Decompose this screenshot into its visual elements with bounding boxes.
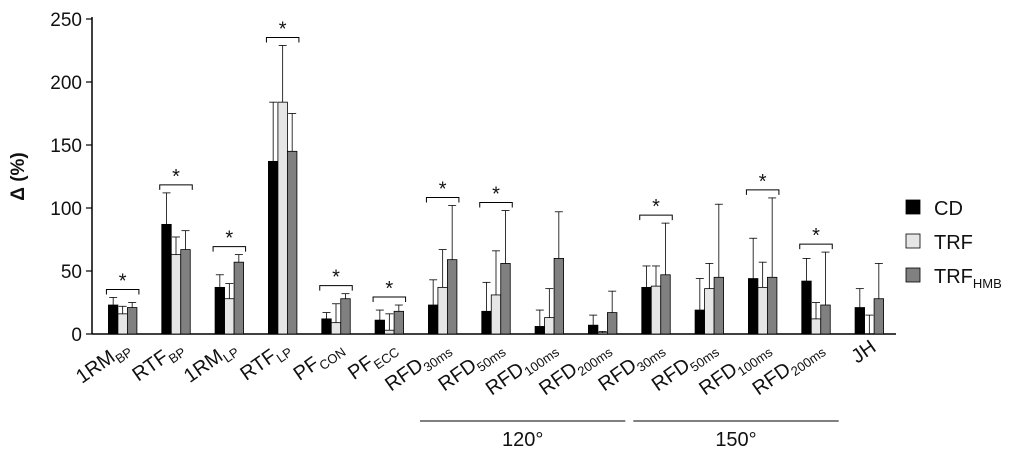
significance-bracket <box>799 243 833 250</box>
bar-trf-hmb <box>713 276 724 335</box>
significance-bracket <box>105 288 140 295</box>
x-tick-label: 1RMLP <box>180 336 242 390</box>
significance-asterisk: * <box>759 171 767 193</box>
bar-trf <box>384 329 395 335</box>
bar-trf-hmb <box>180 249 191 335</box>
bar-trf-hmb <box>820 304 831 335</box>
bar-cd <box>534 326 545 335</box>
significance-bracket <box>639 214 673 221</box>
x-tick-label: JH <box>848 336 881 368</box>
bar-cd <box>428 304 439 335</box>
significance-asterisk: * <box>439 178 447 200</box>
bar-trf <box>597 332 608 335</box>
bar-trf-hmb <box>340 298 351 335</box>
significance-asterisk: * <box>225 228 233 250</box>
bar-trf-hmb <box>767 276 778 335</box>
y-tick-label: 250 <box>50 10 82 31</box>
y-tick-label: 200 <box>50 73 82 94</box>
legend-swatch <box>905 267 921 283</box>
bar-trf <box>810 318 822 335</box>
y-tick-label: 50 <box>61 262 82 283</box>
legend-label: CD <box>934 198 963 220</box>
significance-asterisk: * <box>332 267 340 289</box>
bar-cd <box>214 286 225 335</box>
bar-cd <box>588 324 599 335</box>
bar-cd <box>161 223 172 335</box>
legend-label: TRF <box>934 232 973 254</box>
bar-trf <box>490 294 502 335</box>
legend-swatch <box>905 199 921 215</box>
significance-asterisk: * <box>172 166 180 188</box>
bar-cd <box>854 307 865 335</box>
significance-asterisk: * <box>812 225 820 247</box>
x-tick-labels: 1RMBPRTFBP1RMLPRTFLPPFCONPFECCRFD30msRFD… <box>72 336 881 403</box>
bar-trf-hmb <box>393 310 404 335</box>
significance-bracket <box>319 285 353 291</box>
bar-trf-hmb <box>287 150 298 335</box>
bar-trf <box>757 286 768 335</box>
bar-trf <box>170 254 182 335</box>
legend-swatch <box>905 233 921 249</box>
y-tick-label: 100 <box>50 199 82 220</box>
bar-cd <box>641 286 652 335</box>
group-label: 120° <box>502 429 543 451</box>
bar-cd <box>268 160 279 335</box>
bar-trf <box>224 298 235 335</box>
significance-bracket <box>212 246 247 252</box>
bar-trf <box>277 101 288 335</box>
x-tick-label: RTFLP <box>236 336 295 388</box>
x-tick-label: PFCON <box>290 336 349 388</box>
bar-trf <box>650 285 662 335</box>
y-axis-title: Δ (%) <box>8 152 29 200</box>
x-tick-label: RTFBP <box>128 336 188 389</box>
significance-bracket <box>425 196 460 203</box>
bar-cd <box>481 310 492 335</box>
y-tick-label: 150 <box>50 136 82 157</box>
legend-label: TRFHMB <box>934 266 1002 291</box>
significance-asterisk: * <box>652 196 660 218</box>
bar-trf-hmb <box>127 307 138 335</box>
significance-asterisk: * <box>385 278 393 300</box>
bar-trf <box>117 313 128 335</box>
bar-cd <box>374 319 385 335</box>
legend: CD TRF TRFHMB <box>905 198 1002 291</box>
bar-cd <box>801 280 812 335</box>
significance-asterisk: * <box>119 270 127 292</box>
group-label: 150° <box>715 429 756 451</box>
x-tick-label: RFD200ms <box>749 336 829 403</box>
bar-cd <box>108 304 119 335</box>
significance-bracket <box>745 189 780 195</box>
significance-bracket <box>372 296 407 303</box>
bar-trf <box>330 322 342 335</box>
bar-trf-hmb <box>660 274 671 335</box>
bar-cd <box>694 309 705 335</box>
bar-trf-hmb <box>553 257 564 335</box>
bar-cd <box>748 278 759 335</box>
bar-trf-hmb <box>233 261 244 335</box>
y-tick-label: 0 <box>71 325 82 346</box>
bar-trf-hmb <box>873 298 884 335</box>
significance-asterisk: * <box>279 18 287 40</box>
significance-bracket <box>159 184 193 190</box>
bar-trf-hmb <box>500 263 511 335</box>
bar-trf-hmb <box>447 259 458 335</box>
bar-cd <box>321 318 332 335</box>
significance-bracket <box>265 36 300 43</box>
bar-trf <box>437 286 448 335</box>
group-labels: 120° 150° <box>420 420 839 451</box>
bar-trf <box>544 317 555 335</box>
significance-asterisk: * <box>492 184 500 206</box>
bar-trf-hmb <box>607 312 618 335</box>
bar-trf <box>704 288 715 335</box>
significance-bracket <box>479 202 513 208</box>
bars: * * * * * * * * * * * <box>105 18 884 335</box>
